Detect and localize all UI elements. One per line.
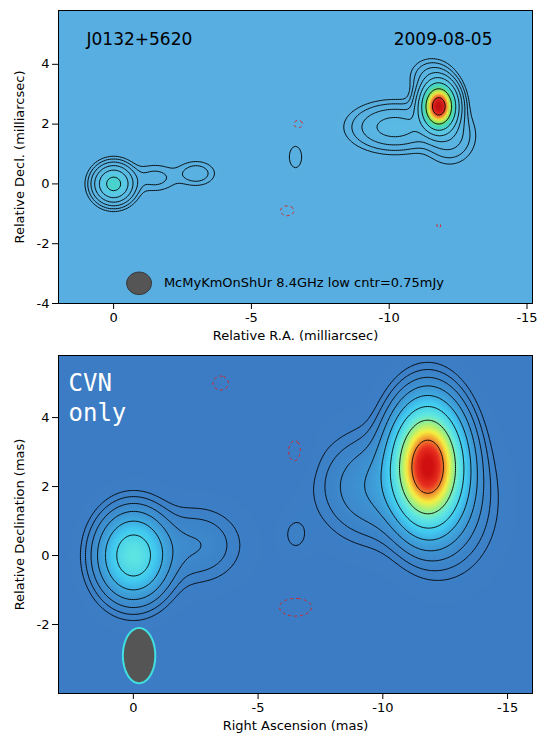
svg-text:Relative Declination (mas): Relative Declination (mas) xyxy=(12,439,27,611)
svg-text:-5: -5 xyxy=(245,310,258,325)
svg-text:4: 4 xyxy=(41,56,49,71)
svg-text:J0132+5620: J0132+5620 xyxy=(86,29,193,49)
svg-text:-2: -2 xyxy=(37,617,50,632)
svg-text:-15: -15 xyxy=(497,700,518,715)
svg-text:0: 0 xyxy=(109,310,117,325)
svg-text:CVNonly: CVNonly xyxy=(69,369,127,427)
svg-text:-2: -2 xyxy=(37,236,50,251)
svg-text:2009-08-05: 2009-08-05 xyxy=(394,29,493,49)
svg-text:-10: -10 xyxy=(379,310,400,325)
svg-text:-5: -5 xyxy=(252,700,265,715)
svg-text:0: 0 xyxy=(41,548,49,563)
svg-text:Relative R.A. (milliarcsec): Relative R.A. (milliarcsec) xyxy=(213,328,379,343)
svg-text:2: 2 xyxy=(41,479,49,494)
svg-text:Right Ascension (mas): Right Ascension (mas) xyxy=(223,718,369,733)
svg-text:-10: -10 xyxy=(372,700,393,715)
svg-text:2: 2 xyxy=(41,116,49,131)
svg-text:4: 4 xyxy=(41,410,49,425)
svg-text:0: 0 xyxy=(129,700,137,715)
svg-text:McMyKmOnShUr 8.4GHz low cntr=0: McMyKmOnShUr 8.4GHz low cntr=0.75mJy xyxy=(164,275,444,290)
svg-text:Relative Decl. (milliarcsec): Relative Decl. (milliarcsec) xyxy=(12,71,27,244)
svg-text:0: 0 xyxy=(41,176,49,191)
svg-text:-4: -4 xyxy=(37,296,50,311)
svg-text:-15: -15 xyxy=(516,310,537,325)
